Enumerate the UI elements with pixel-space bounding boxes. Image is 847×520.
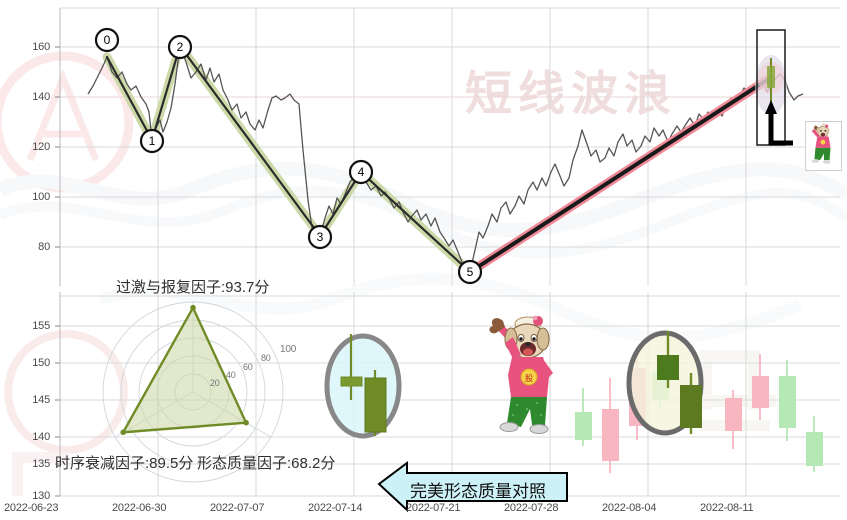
y-tick-upper-120: 120	[32, 141, 50, 153]
y-tick-upper-100: 100	[32, 191, 50, 203]
radar-scale-80: 80	[261, 353, 271, 363]
ellipse-top-highlight	[755, 55, 787, 115]
y-tick-lower-140: 140	[32, 431, 50, 443]
highlight-rect	[756, 29, 786, 146]
wave-marker-1: 1	[148, 134, 156, 148]
y-tick-lower-130: 130	[32, 490, 50, 502]
radar-scale-60: 60	[243, 362, 253, 372]
wave-marker-4: 4	[357, 165, 365, 179]
x-tick-0: 2022-06-23	[4, 502, 59, 514]
ellipse-right-annotation	[626, 330, 704, 436]
x-tick-5: 2022-07-28	[504, 502, 559, 514]
wave-marker-0: 0	[103, 33, 111, 47]
radar-scale-40: 40	[226, 370, 236, 380]
mascot-dog-upper-icon	[811, 123, 831, 164]
x-tick-4: 2022-07-21	[406, 502, 461, 514]
radar-scale-100: 100	[280, 344, 297, 355]
callout-label: 完美形态质量对照	[410, 482, 546, 501]
mascot-dog-lower-icon: 股	[489, 315, 553, 434]
radar-label-aggression: 过激与报复因子:93.7分	[116, 279, 270, 296]
x-tick-7: 2022-08-11	[700, 502, 754, 514]
y-tick-upper-160: 160	[32, 41, 50, 53]
wave-band	[102, 41, 475, 277]
callout-arrow-upper	[768, 112, 793, 146]
y-tick-lower-155: 155	[32, 320, 50, 332]
mascot-dog-lower: 股	[483, 313, 561, 445]
y-tick-lower-145: 145	[32, 394, 50, 406]
ellipse-left-annotation	[324, 333, 402, 439]
x-tick-6: 2022-08-04	[602, 502, 657, 514]
mascot-dog-upper-box	[805, 121, 842, 171]
wave-marker-2: 2	[176, 40, 184, 54]
x-tick-2: 2022-07-07	[210, 502, 265, 514]
y-tick-upper-140: 140	[32, 91, 50, 103]
wave-zigzag	[105, 44, 472, 274]
x-tick-3: 2022-07-14	[308, 502, 363, 514]
radar-scale-20: 20	[210, 378, 220, 388]
radar-label-quality: 形态质量因子:68.2分	[197, 455, 336, 472]
svg-text:股: 股	[525, 374, 533, 383]
y-tick-upper-80: 80	[38, 241, 50, 253]
wave-marker-3: 3	[316, 230, 324, 244]
price-line	[87, 45, 804, 273]
radar-label-decay: 时序衰减因子:89.5分	[55, 455, 194, 472]
x-tick-1: 2022-06-30	[112, 502, 167, 514]
watermark-text: 短线波浪	[465, 67, 677, 120]
wave-marker-5: 5	[466, 265, 474, 279]
y-tick-lower-150: 150	[32, 357, 50, 369]
y-tick-lower-135: 135	[32, 458, 50, 470]
